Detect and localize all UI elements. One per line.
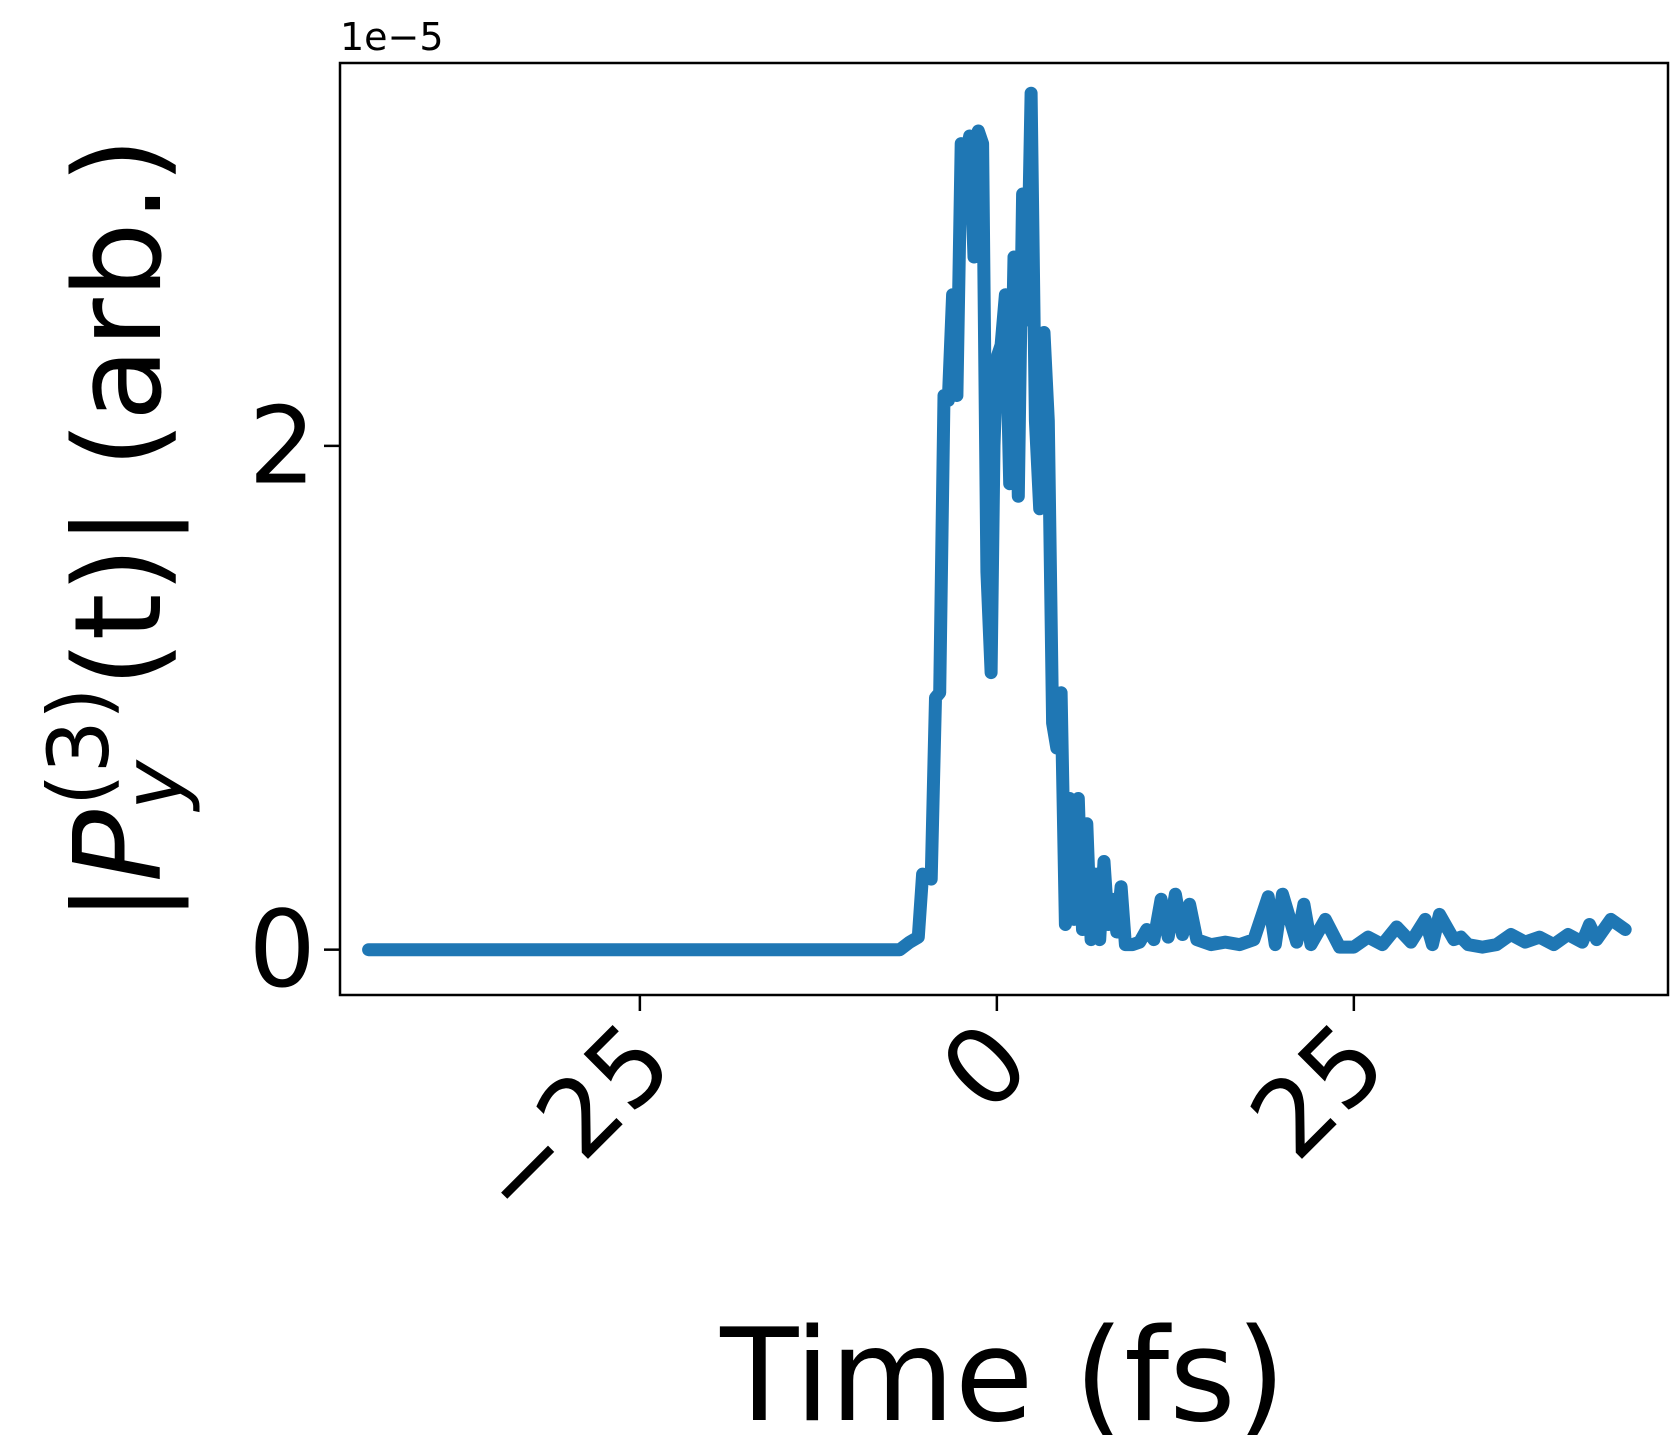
x-axis-ticks: −25 0 25 [450, 995, 1410, 1245]
y-offset-text: 1e−5 [340, 15, 444, 59]
y-label-superscript: (3) [30, 687, 128, 806]
x-tick-label: 25 [1227, 1000, 1409, 1182]
y-label-subscript: y [104, 759, 202, 813]
y-label-symbol: P [50, 809, 189, 882]
plot-frame [338, 61, 1670, 997]
series-line-0 [362, 86, 1632, 957]
plot-area [340, 63, 1668, 995]
x-tick-label: −25 [450, 1000, 695, 1245]
x-tick-label: 0 [918, 1000, 1053, 1135]
series-layer [362, 86, 1632, 957]
y-axis-label: |Py(3)(t)| (arb.) [30, 137, 202, 923]
y-label-prefix: | [50, 882, 189, 922]
y-tick-label: 0 [249, 888, 316, 1011]
y-label-suffix: (t)| (arb.) [50, 137, 189, 687]
x-axis-label: Time (fs) [719, 1302, 1286, 1435]
y-axis-ticks: 02 [249, 384, 340, 1011]
y-tick-label: 2 [249, 384, 316, 507]
